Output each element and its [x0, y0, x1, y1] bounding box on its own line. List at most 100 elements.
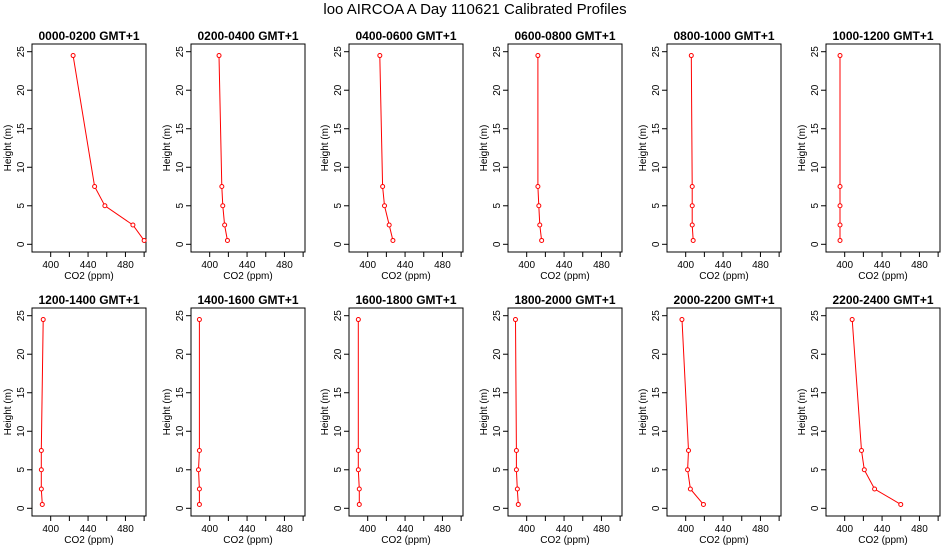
x-tick-label: 480	[911, 524, 928, 535]
y-tick-label: 5	[651, 203, 662, 209]
profile-panel: 0200-0400 GMT+1 0 5 10 15 20 25 400 440 480 CO2 (p…	[162, 29, 306, 282]
series-line	[515, 319, 519, 505]
data-point	[685, 467, 691, 473]
plot-frame	[31, 43, 147, 253]
y-tick-label: 10	[492, 425, 503, 437]
y-tick-label: 15	[16, 123, 27, 135]
y-tick-label: 10	[651, 425, 662, 437]
data-point	[837, 222, 843, 228]
data-point	[219, 184, 225, 190]
data-point	[222, 222, 228, 228]
y-tick-label: 15	[333, 123, 344, 135]
plot-frame	[666, 43, 782, 253]
data-point	[196, 448, 202, 454]
y-tick-label: 0	[492, 241, 503, 247]
y-tick-label: 25	[175, 310, 186, 322]
panel-title: 0200-0400 GMT+1	[197, 29, 298, 43]
series-line	[357, 319, 360, 505]
profile-panel: 1400-1600 GMT+1 0 5 10 15 20 25 400 440 480 CO2 (p…	[162, 293, 306, 546]
y-tick-label: 25	[333, 46, 344, 58]
x-tick-label: 480	[276, 524, 293, 535]
data-point	[688, 53, 694, 59]
data-point	[689, 184, 695, 190]
x-tick-label: 480	[434, 260, 451, 271]
y-tick-label: 5	[175, 467, 186, 473]
data-point	[859, 448, 865, 454]
plot-frame	[31, 307, 147, 517]
data-point	[92, 184, 98, 190]
data-point	[513, 467, 519, 473]
x-axis-label: CO2 (ppm)	[64, 271, 113, 282]
data-point	[689, 222, 695, 228]
x-axis-label: CO2 (ppm)	[858, 535, 907, 546]
x-axis-label: CO2 (ppm)	[381, 271, 430, 282]
panel-title: 2000-2200 GMT+1	[673, 293, 774, 307]
y-tick-label: 0	[492, 505, 503, 511]
y-tick-label: 25	[492, 310, 503, 322]
x-tick-label: 440	[239, 524, 256, 535]
series-line	[197, 319, 200, 505]
x-tick-label: 400	[518, 260, 535, 271]
y-tick-label: 0	[175, 505, 186, 511]
data-point	[700, 501, 706, 507]
x-tick-label: 480	[911, 260, 928, 271]
profile-panel: 0400-0600 GMT+1 0 5 10 15 20 25 400 440 480 CO2 (p…	[320, 29, 464, 282]
y-axis-label: Height (m)	[162, 125, 173, 172]
y-tick-label: 15	[651, 123, 662, 135]
data-point	[130, 222, 136, 228]
profile-panel: 1200-1400 GMT+1 0 5 10 15 20 25 400 440 480 CO2 (p…	[3, 293, 147, 546]
data-point	[380, 184, 386, 190]
panel-title: 0800-1000 GMT+1	[673, 29, 774, 43]
profile-panel: 0600-0800 GMT+1 0 5 10 15 20 25 400 440 480 CO2 (p…	[479, 29, 623, 282]
data-point	[690, 237, 696, 243]
data-point	[689, 203, 695, 209]
data-point	[356, 486, 362, 492]
y-tick-label: 10	[175, 161, 186, 173]
y-tick-label: 25	[651, 310, 662, 322]
data-point	[837, 53, 843, 59]
data-point	[224, 237, 230, 243]
plot-frame	[825, 307, 941, 517]
x-axis-label: CO2 (ppm)	[540, 271, 589, 282]
data-point	[386, 222, 392, 228]
series-line	[379, 55, 394, 241]
plot-frame	[190, 43, 306, 253]
data-point	[679, 317, 685, 323]
data-point	[377, 53, 383, 59]
x-tick-label: 480	[752, 524, 769, 535]
x-axis-label: CO2 (ppm)	[540, 535, 589, 546]
x-tick-label: 400	[201, 524, 218, 535]
panel-title: 1000-1200 GMT+1	[832, 29, 933, 43]
profile-panel: 2000-2200 GMT+1 0 5 10 15 20 25 400 440 480 CO2 (p…	[638, 293, 782, 546]
data-point	[216, 53, 222, 59]
y-tick-label: 15	[492, 123, 503, 135]
data-point	[38, 448, 44, 454]
series-line	[851, 319, 902, 505]
data-point	[512, 317, 518, 323]
data-point	[220, 203, 226, 209]
profile-panel: 1000-1200 GMT+1 0 5 10 15 20 25 400 440 480 CO2 (p…	[797, 29, 941, 282]
y-tick-label: 10	[492, 161, 503, 173]
y-tick-label: 20	[651, 348, 662, 360]
plot-frame	[507, 43, 623, 253]
profile-panel: 1800-2000 GMT+1 0 5 10 15 20 25 400 440 480 CO2 (p…	[479, 293, 623, 546]
y-tick-label: 20	[492, 348, 503, 360]
data-point	[872, 486, 878, 492]
panel-title: 1600-1800 GMT+1	[355, 293, 456, 307]
series-line	[681, 319, 704, 505]
profile-panel: 2200-2400 GMT+1 0 5 10 15 20 25 400 440 480 CO2 (p…	[797, 293, 941, 546]
data-point	[38, 486, 44, 492]
y-axis-label: Height (m)	[3, 389, 14, 436]
y-tick-label: 15	[175, 387, 186, 399]
plot-frame	[825, 43, 941, 253]
data-point	[355, 467, 361, 473]
x-tick-label: 440	[556, 524, 573, 535]
x-tick-label: 400	[836, 260, 853, 271]
data-point	[38, 467, 44, 473]
y-tick-label: 20	[810, 84, 821, 96]
y-axis-label: Height (m)	[479, 125, 490, 172]
y-tick-label: 25	[175, 46, 186, 58]
figure-title: loo AIRCOA A Day 110621 Calibrated Profi…	[323, 1, 627, 18]
y-tick-label: 0	[16, 505, 27, 511]
y-tick-label: 15	[16, 387, 27, 399]
